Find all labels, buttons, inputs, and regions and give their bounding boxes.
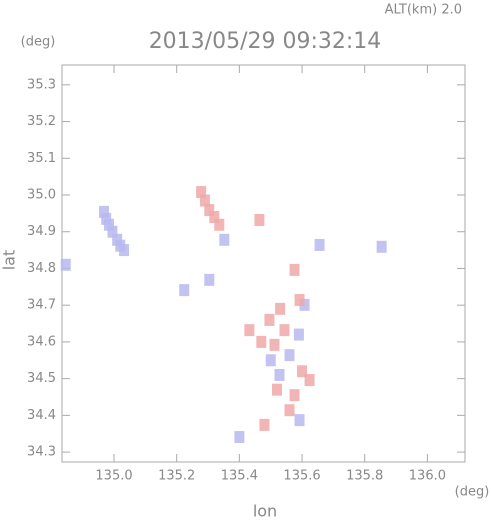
echo-cell — [98, 205, 109, 218]
x-tick-label: 135.2 — [158, 469, 195, 484]
y-tick-label: 34.3 — [27, 445, 56, 460]
y-axis-label: lat — [0, 250, 19, 271]
y-tick-label: 35.1 — [27, 151, 56, 166]
y-tick-label: 34.5 — [27, 371, 56, 386]
echo-cell — [60, 258, 71, 271]
echo-cell — [289, 263, 300, 276]
echo-cell — [284, 404, 295, 417]
x-unit: (deg) — [455, 485, 490, 500]
echo-cell — [299, 298, 310, 311]
echo-cell — [265, 354, 276, 367]
echo-cell — [204, 204, 215, 217]
x-tick-label: 136.0 — [409, 469, 446, 484]
x-tick-label: 135.8 — [346, 469, 383, 484]
y-tick-label: 34.7 — [27, 298, 56, 313]
echo-cell — [259, 418, 270, 431]
echo-cell — [376, 240, 387, 253]
echo-cell — [284, 349, 295, 362]
echo-cell — [297, 365, 308, 378]
echo-cell — [214, 218, 225, 231]
x-tick-label: 135.6 — [283, 469, 320, 484]
echo-cell — [274, 368, 285, 381]
echo-cell — [293, 328, 304, 341]
echo-cell — [196, 186, 207, 199]
echo-cell — [264, 313, 275, 326]
y-tick-label: 34.4 — [27, 408, 56, 423]
echo-cell — [234, 431, 245, 444]
echo-cell — [219, 233, 230, 246]
echo-cell — [104, 218, 115, 231]
echo-cell — [271, 383, 282, 396]
y-unit: (deg) — [21, 35, 56, 50]
y-tick-label: 34.8 — [27, 261, 56, 276]
x-axis-label: lon — [253, 502, 277, 521]
y-tick-label: 34.9 — [27, 224, 56, 239]
echo-cell — [179, 284, 190, 297]
echo-cell — [107, 225, 118, 238]
echo-cell — [119, 244, 130, 257]
echo-cell — [256, 335, 267, 348]
echo-cell — [294, 414, 305, 427]
echo-cell — [269, 338, 280, 351]
chart-subtitle: ALT(km) 2.0 — [385, 3, 462, 18]
echo-cell — [209, 211, 220, 224]
x-tick-label: 135.4 — [221, 469, 258, 484]
plot-frame — [61, 64, 466, 463]
chart-title: 2013/05/29 09:32:14 — [149, 29, 382, 54]
echo-cell — [244, 324, 255, 337]
echo-cell — [199, 194, 210, 207]
echo-cell — [275, 302, 286, 315]
echo-cell — [294, 294, 305, 307]
echo-cell — [289, 389, 300, 402]
y-tick-label: 34.6 — [27, 334, 56, 349]
y-tick-label: 35.2 — [27, 114, 56, 129]
echo-cell — [304, 374, 315, 387]
echo-cell — [254, 213, 265, 226]
y-tick-label: 35.3 — [27, 77, 56, 92]
echo-cell — [204, 273, 215, 286]
y-tick-label: 35.0 — [27, 188, 56, 203]
echo-cell — [314, 238, 325, 251]
x-tick-label: 135.0 — [95, 469, 132, 484]
echo-cell — [279, 324, 290, 337]
